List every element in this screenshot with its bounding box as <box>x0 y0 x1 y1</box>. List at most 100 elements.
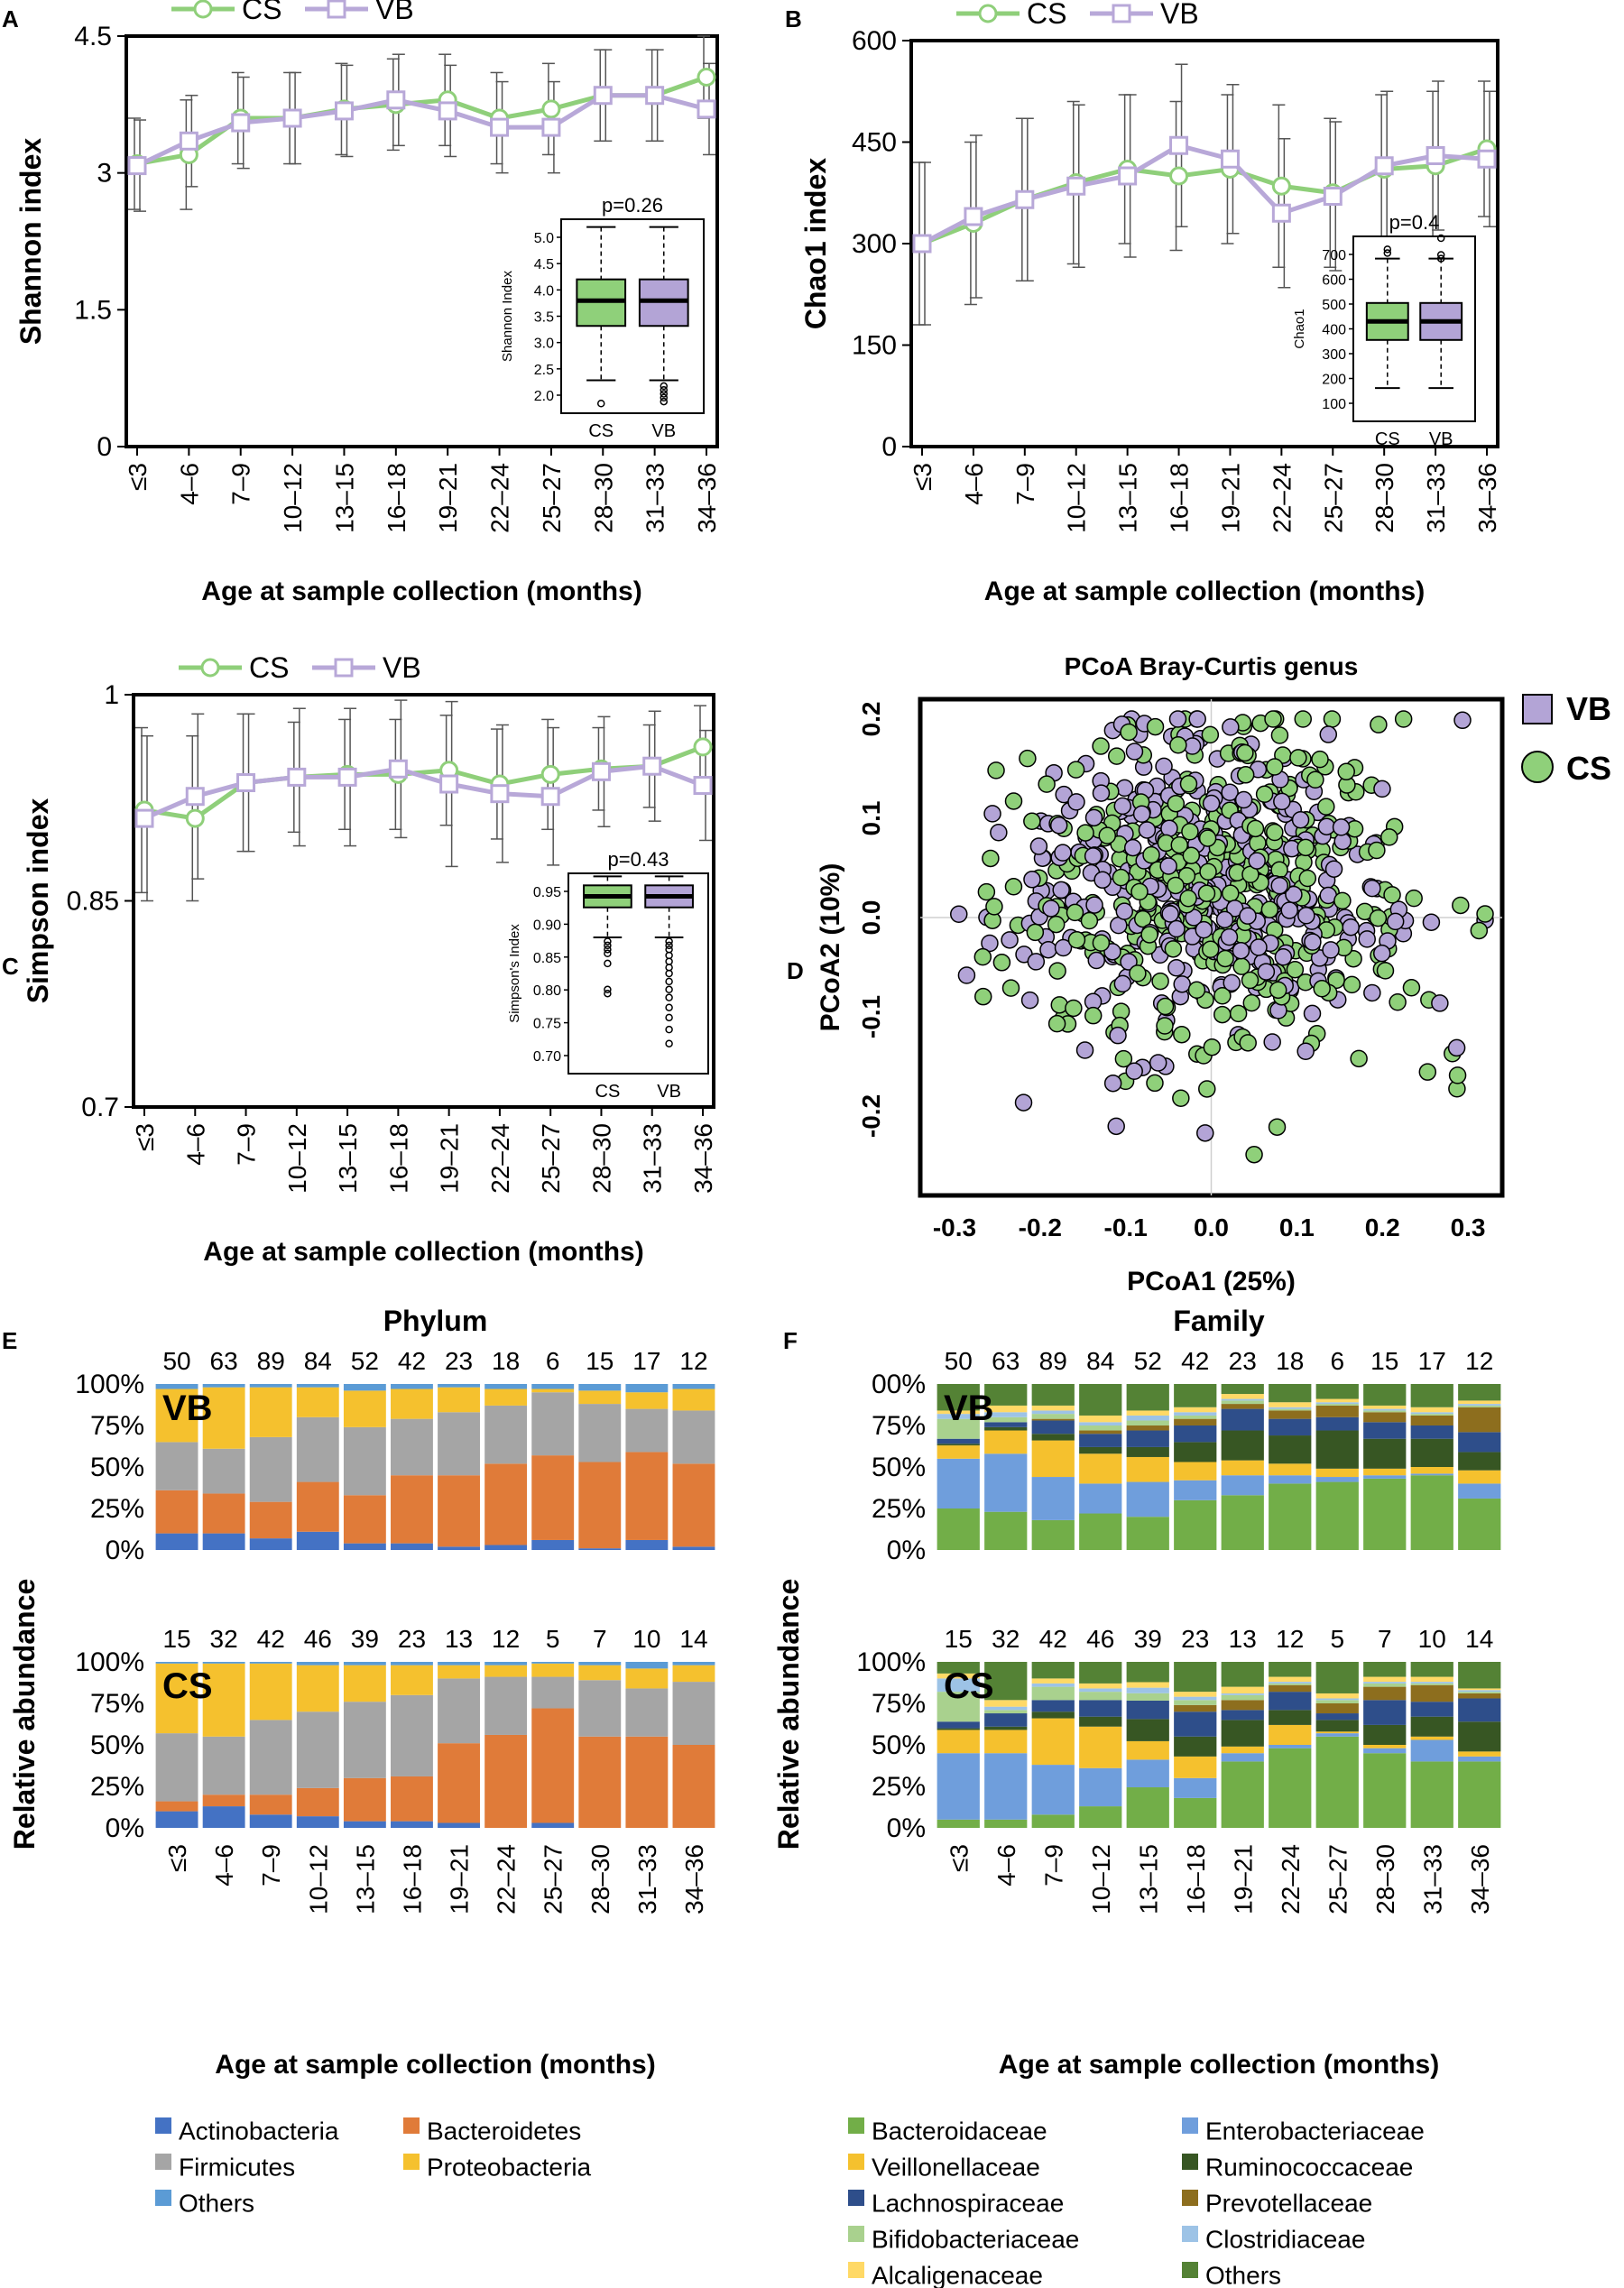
point-vb <box>1149 1054 1167 1072</box>
sample-count: 23 <box>445 1347 473 1375</box>
bar-segment-proteobacteria <box>531 1388 575 1393</box>
y-tick-label: 0.0 <box>857 900 885 936</box>
series-line-cs <box>136 75 707 167</box>
bar-segment-lachnospiraceae <box>1363 1422 1407 1439</box>
point-cs <box>1172 1089 1190 1107</box>
point-cs <box>1260 900 1279 918</box>
legend-swatch <box>1182 2154 1198 2170</box>
point-cs <box>982 849 1000 868</box>
group-label-vb: VB <box>162 1388 213 1428</box>
point-vb <box>1125 1062 1143 1081</box>
legend-swatch <box>1182 2190 1198 2206</box>
sample-count: 52 <box>1134 1347 1162 1375</box>
bar-segment-veillonellaceae <box>984 1430 1028 1454</box>
bar-segment-actinobacteria <box>391 1543 433 1550</box>
inset-y-tick-label: 400 <box>1322 323 1346 338</box>
point-cs <box>1173 1025 1191 1044</box>
bar-segment-firmicutes <box>578 1404 622 1462</box>
y-tick-label: 4.5 <box>74 22 112 51</box>
y-tick-label: 0% <box>106 1536 144 1565</box>
point-cs <box>1268 1118 1287 1136</box>
x-tick-label: 31–33 <box>641 463 669 533</box>
x-tick-label: 7–9 <box>1011 463 1039 505</box>
point-vb <box>1363 983 1381 1002</box>
x-tick-label: ≤3 <box>124 463 152 491</box>
point-vb <box>591 761 611 781</box>
point-vb <box>1052 881 1070 900</box>
bar-segment-bacteroidaceae <box>1079 1513 1122 1550</box>
bar-segment-proteobacteria <box>484 1388 528 1406</box>
bar-segment-proteobacteria <box>578 1665 622 1681</box>
bar-segment-proteobacteria <box>202 1387 245 1449</box>
bar-segment-prevotellaceae <box>1174 1418 1217 1425</box>
point-vb <box>287 767 307 787</box>
chart-title: Phylum <box>383 1305 488 1337</box>
point-cs <box>1201 940 1220 958</box>
legend-swatch <box>155 2117 171 2134</box>
legend-marker-cs <box>978 4 998 23</box>
x-tick-label: 7–9 <box>257 1844 285 1887</box>
bar-segment-others <box>438 1662 480 1665</box>
point-vb <box>1223 973 1241 992</box>
bar-segment-others <box>484 1384 528 1389</box>
point-cs <box>1222 884 1240 902</box>
sample-count: 15 <box>586 1347 614 1375</box>
bar-segment-clostridiaceae <box>1126 1415 1169 1421</box>
x-tick-label: 13–15 <box>1134 1844 1162 1914</box>
bar-segment-proteobacteria <box>249 1663 292 1721</box>
bar-segment-firmicutes <box>343 1426 386 1496</box>
point-vb <box>1161 905 1179 923</box>
bar-segment-actinobacteria <box>249 1538 292 1550</box>
sample-count: 84 <box>1086 1347 1114 1375</box>
point-cs <box>1369 909 1388 927</box>
sample-count: 89 <box>257 1347 285 1375</box>
group-label-vb: VB <box>944 1388 994 1428</box>
point-vb <box>1029 837 1048 855</box>
point-vb <box>1453 711 1472 730</box>
bar-segment-alcaligenaceae <box>937 1673 980 1679</box>
bar-segment-others <box>1126 1384 1169 1411</box>
legend-label: Bifidobacteriaceae <box>872 2225 1079 2253</box>
bar-segment-enterobacteriaceae <box>1269 1475 1312 1484</box>
point-vb <box>1196 1124 1214 1142</box>
point-cs <box>540 764 560 784</box>
x-tick-label: 28–30 <box>586 1844 614 1914</box>
point-vb <box>1168 710 1187 728</box>
point-cs <box>1255 785 1274 804</box>
sample-count: 23 <box>1181 1625 1209 1653</box>
bar-segment-actinobacteria <box>438 1822 480 1828</box>
bar-segment-lachnospiraceae <box>1269 1418 1312 1436</box>
bar-segment-lachnospiraceae <box>1458 1698 1501 1722</box>
bar-segment-bacteroidaceae <box>1363 1753 1407 1828</box>
point-cs <box>1241 971 1260 990</box>
sample-count: 12 <box>1465 1347 1493 1375</box>
x-tick-label: 25–27 <box>538 463 566 533</box>
point-cs <box>1169 166 1189 186</box>
bar-segment-bacteroidaceae <box>1174 1499 1217 1550</box>
legend-swatch <box>403 2154 420 2170</box>
point-vb <box>1263 1033 1281 1051</box>
sample-count: 17 <box>1418 1347 1446 1375</box>
point-vb <box>1132 805 1151 823</box>
bar-segment-veillonellaceae <box>1221 1746 1264 1754</box>
bar-segment-firmicutes <box>249 1436 292 1502</box>
bar-segment-veillonellaceae <box>1174 1756 1217 1778</box>
bar-segment-bifidobacteriaceae <box>1363 1683 1407 1687</box>
sample-count: 13 <box>1229 1625 1257 1653</box>
y-tick-label: 0 <box>97 432 112 462</box>
bar-segment-alcaligenaceae <box>1031 1678 1075 1684</box>
legend-marker-vb <box>1112 4 1131 23</box>
bar-segment-lachnospiraceae <box>1174 1711 1217 1737</box>
point-cs <box>1107 747 1126 765</box>
legend-swatch <box>155 2190 171 2206</box>
point-vb <box>1103 1074 1122 1093</box>
bar-segment-alcaligenaceae <box>937 1410 980 1415</box>
bar-segment-others <box>1079 1384 1122 1416</box>
legend-marker-cs <box>1521 751 1554 783</box>
bar-segment-actinobacteria <box>249 1814 292 1828</box>
bar-segment-enterobacteriaceae <box>937 1458 980 1508</box>
inset-outlier <box>660 397 669 406</box>
bar-segment-veillonellaceae <box>1126 1740 1169 1760</box>
panel-A: A 0 1.5 3 4.5 ≤3 4–6 7–9 10–12 13–15 16–18 19–21 22–… <box>2 0 721 606</box>
bar-segment-others <box>578 1662 622 1665</box>
